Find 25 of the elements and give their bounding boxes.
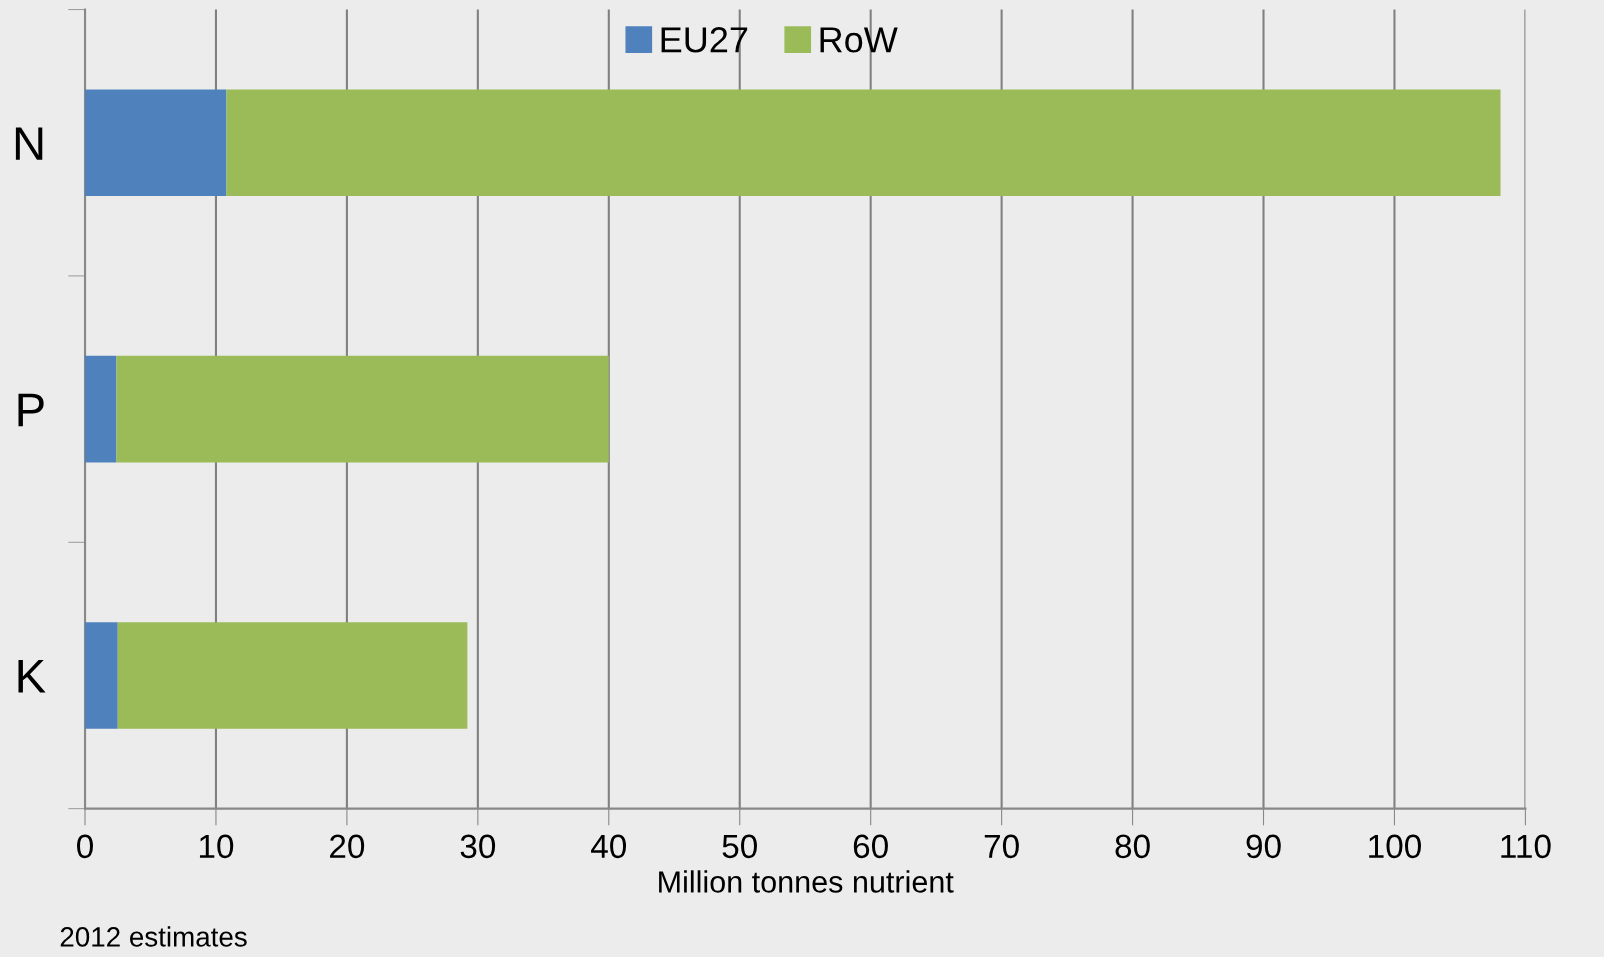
x-tick-label: 20 — [330, 834, 365, 859]
bar — [117, 622, 468, 729]
x-tick-label: 110 — [1501, 834, 1551, 859]
x-tick-label: 50 — [722, 834, 757, 859]
legend-label: RoW — [820, 27, 898, 53]
x-tick-label: 10 — [199, 834, 234, 859]
text: 2012 estimates — [60, 926, 247, 947]
y-tick-label: K — [18, 660, 46, 693]
bar — [226, 89, 1501, 197]
y-tick-label: N — [15, 127, 43, 160]
x-tick-label: 70 — [984, 834, 1019, 859]
legend-label: EU27 — [661, 27, 748, 53]
x-tick-label: 40 — [591, 834, 627, 859]
y-tick-label: P — [18, 393, 44, 427]
x-tick-label: 60 — [853, 834, 888, 859]
x-tick-label: 30 — [460, 834, 496, 859]
x-tick-label: 100 — [1369, 834, 1421, 859]
x-tick-label: 90 — [1246, 834, 1281, 859]
bar — [85, 622, 118, 729]
x-axis-title: Million tonnes nutrient — [659, 870, 954, 893]
bar — [85, 89, 227, 197]
x-tick-label: 0 — [77, 834, 93, 859]
bar — [116, 355, 609, 463]
x-tick-label: 80 — [1115, 834, 1150, 859]
bar — [85, 355, 117, 463]
